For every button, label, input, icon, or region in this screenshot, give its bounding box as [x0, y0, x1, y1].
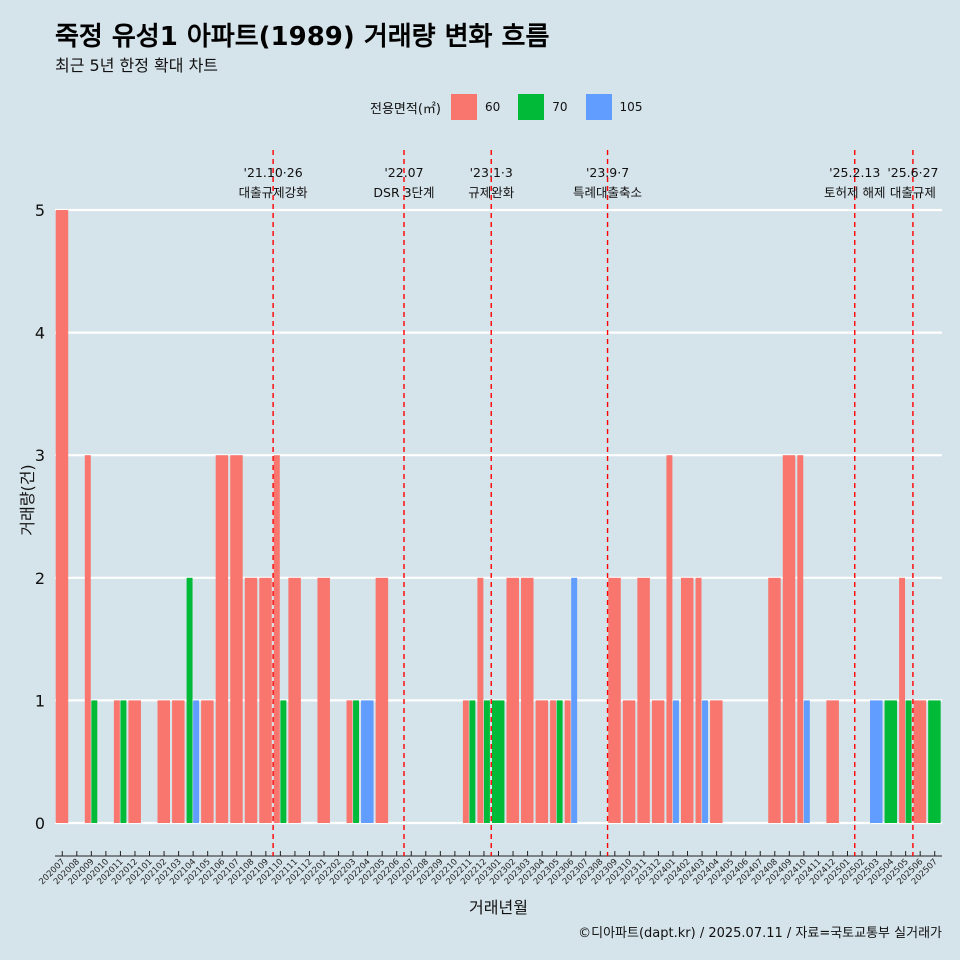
- bar-202203-70: [353, 700, 360, 823]
- bar-202306-105: [571, 577, 578, 823]
- bar-202104-105: [193, 700, 200, 823]
- bar-202503-105: [870, 700, 883, 823]
- bar-202402-60: [680, 577, 694, 823]
- legend: 전용면적(㎡) 60 70 105: [370, 93, 660, 121]
- event-date-label: '23.1·3: [470, 165, 513, 180]
- y-tick-label: 4: [35, 324, 45, 343]
- legend-key-60: [450, 94, 477, 120]
- event-label: 대출규제강화: [239, 185, 309, 200]
- bar-202306-60: [564, 700, 571, 823]
- bar-202312-60: [651, 700, 665, 823]
- bar-202201-60: [317, 577, 330, 823]
- bar-202303-60: [521, 577, 534, 823]
- bar-202409-60: [782, 455, 796, 823]
- legend-label-60: 60: [484, 100, 501, 114]
- event-date-label: '21.10·26: [244, 165, 303, 180]
- event-date-label: '22.07: [384, 165, 423, 180]
- bar-202211-70: [469, 700, 476, 823]
- bar-202403-60: [695, 577, 702, 823]
- bar-202011-60: [113, 700, 120, 823]
- bar-202311-60: [637, 577, 650, 823]
- bar-202412-60: [826, 700, 839, 823]
- y-tick-label: 0: [35, 814, 45, 833]
- bar-202011-70: [120, 700, 127, 823]
- bar-202110-70: [280, 700, 287, 823]
- bar-202102-60: [157, 700, 171, 823]
- bar-202105-60: [201, 700, 214, 823]
- bar-202009-70: [91, 700, 98, 823]
- legend-key-70: [518, 94, 545, 120]
- bar-202507-70: [928, 700, 941, 823]
- bar-202212-60: [477, 577, 484, 823]
- event-date-label: '25.6·27: [887, 165, 938, 180]
- bar-202401-105: [672, 700, 679, 823]
- bar-202203-60: [346, 700, 353, 823]
- event-label: 대출규제: [890, 185, 936, 200]
- event-label: 토허제 해제: [824, 185, 885, 200]
- bar-202310-60: [622, 700, 636, 823]
- event-date-label: '23.9·7: [586, 165, 629, 180]
- bar-202408-60: [768, 577, 781, 823]
- bar-202305-70: [556, 700, 563, 823]
- bar-202309-60: [608, 577, 621, 823]
- bar-202506-60: [913, 700, 927, 823]
- bar-202109-60: [259, 577, 272, 823]
- bar-202505-60: [899, 577, 906, 823]
- bar-202410-60: [797, 455, 804, 823]
- bar-202110-60: [273, 455, 280, 823]
- bar-202211-60: [462, 700, 469, 823]
- bar-202012-60: [128, 700, 141, 823]
- event-label: DSR 3단계: [373, 185, 434, 200]
- bar-202111-60: [288, 577, 301, 823]
- bar-202104-70: [186, 577, 193, 823]
- bar-202505-70: [905, 700, 912, 823]
- bar-202108-60: [244, 577, 258, 823]
- bar-202103-60: [172, 700, 185, 823]
- chart-title: 죽정 유성1 아파트(1989) 거래량 변화 흐름: [55, 22, 550, 52]
- bar-202301-70: [491, 700, 505, 823]
- bar-202205-60: [375, 577, 389, 823]
- legend-key-105: [585, 94, 612, 120]
- y-tick-label: 5: [35, 201, 45, 220]
- event-label: 규제완화: [468, 185, 515, 200]
- x-axis-title: 거래년월: [469, 898, 528, 917]
- bar-202009-60: [84, 455, 91, 823]
- bar-202305-60: [550, 700, 557, 823]
- bar-202007-60: [55, 210, 69, 823]
- bar-202302-60: [506, 577, 519, 823]
- chart-subtitle: 최근 5년 한정 확대 차트: [55, 56, 219, 75]
- y-tick-label: 3: [35, 446, 45, 465]
- legend-label-70: 70: [552, 100, 568, 114]
- bar-202212-70: [483, 700, 490, 823]
- bar-202401-60: [666, 455, 673, 823]
- bar-202107-60: [230, 455, 243, 823]
- bar-202403-105: [702, 700, 709, 823]
- legend-label-105: 105: [619, 100, 643, 114]
- source-caption: ©디아파트(dapt.kr) / 2025.07.11 / 자료=국토교통부 실…: [578, 926, 942, 941]
- bar-202204-105: [361, 700, 374, 823]
- bar-202106-60: [215, 455, 229, 823]
- y-tick-label: 1: [35, 691, 45, 710]
- y-axis-title: 거래량(건): [18, 464, 37, 535]
- bar-202504-70: [884, 700, 898, 823]
- event-label: 특례대출축소: [573, 185, 642, 200]
- legend-title: 전용면적(㎡): [370, 101, 441, 117]
- bar-202410-105: [803, 700, 810, 823]
- y-tick-label: 2: [35, 569, 45, 588]
- bar-202404-60: [710, 700, 723, 823]
- bar-202304-60: [535, 700, 549, 823]
- event-date-label: '25.2.13: [829, 165, 880, 180]
